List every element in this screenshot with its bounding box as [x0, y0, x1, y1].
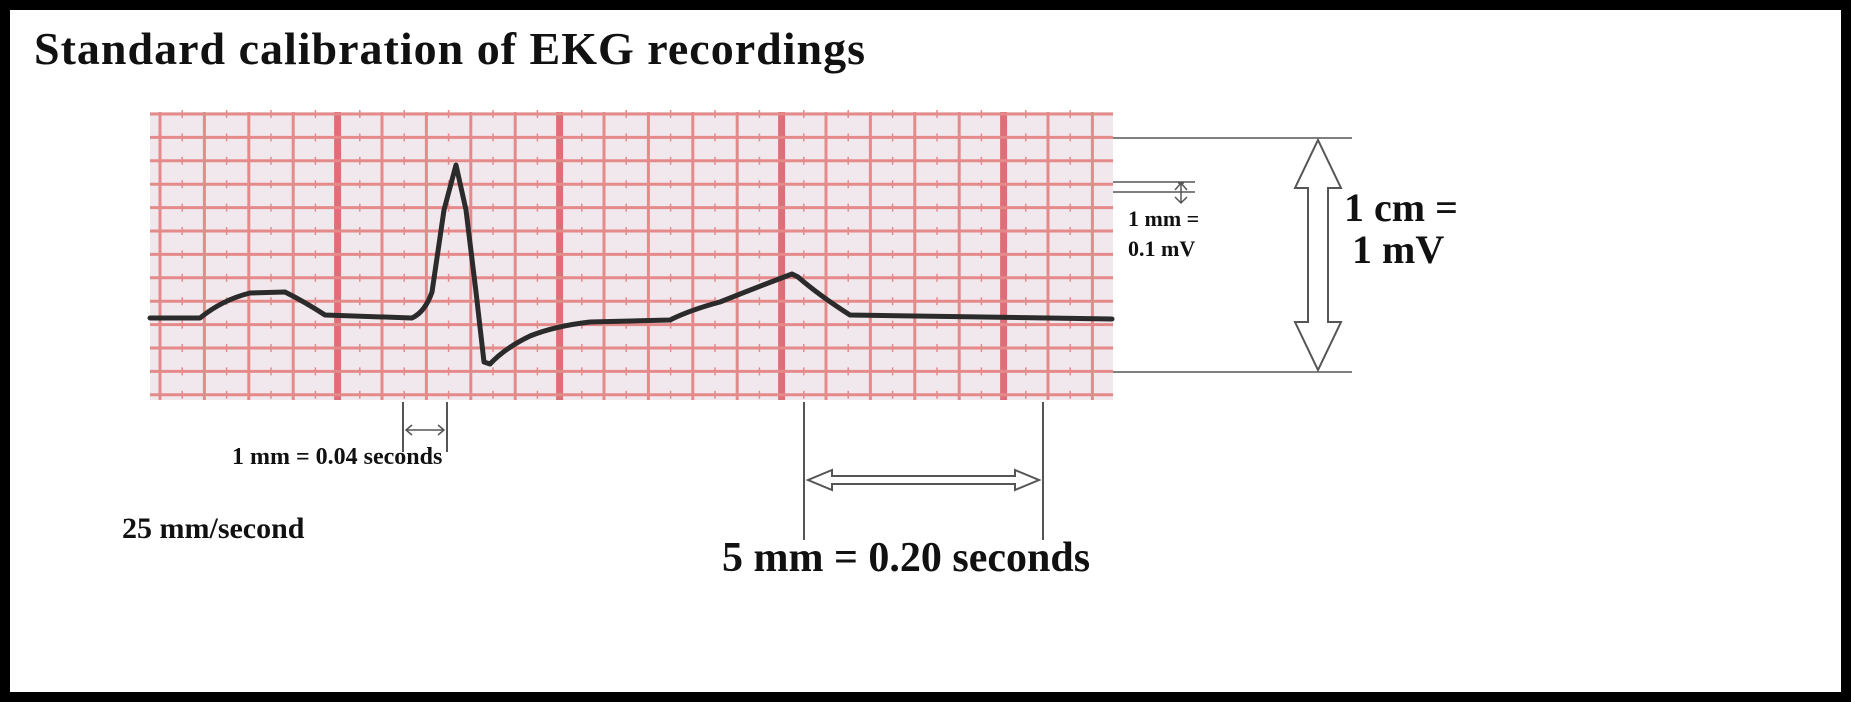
large-voltage-label-line2: 1 mV: [1352, 227, 1445, 272]
small-voltage-arrow: [1174, 181, 1188, 205]
one-cm-double-arrow: [1293, 137, 1343, 373]
small-voltage-label-line1: 1 mm =: [1128, 206, 1200, 231]
small-voltage-label-line2: 0.1 mV: [1128, 236, 1196, 261]
time-small-arrow: [404, 424, 446, 436]
small-time-label: 1 mm = 0.04 seconds: [232, 444, 443, 470]
paper-speed-label: 25 mm/second: [122, 512, 305, 545]
ekg-trace: [147, 162, 1115, 367]
figure-title: Standard calibration of EKG recordings: [34, 23, 866, 74]
large-voltage-label-line1: 1 cm =: [1344, 185, 1458, 230]
time-large-double-arrow: [805, 468, 1042, 492]
large-time-label: 5 mm = 0.20 seconds: [722, 535, 1091, 581]
ekg-grid-lines: [150, 110, 1113, 400]
